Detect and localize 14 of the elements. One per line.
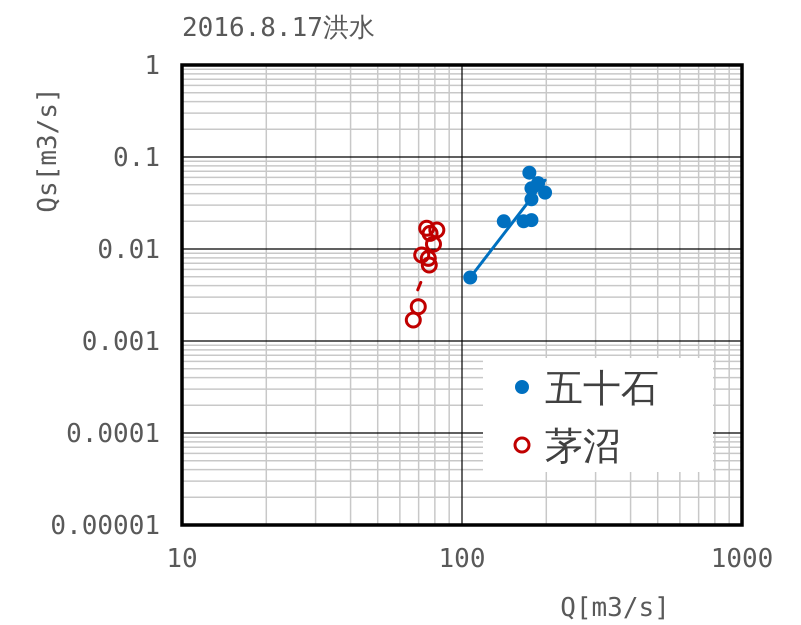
y-tick-label: 0.1 bbox=[113, 143, 160, 173]
y-axis-title: Qs[m3/s] bbox=[33, 87, 63, 213]
y-tick-label: 0.00001 bbox=[50, 511, 160, 541]
x-axis-title: Q[m3/s] bbox=[560, 593, 670, 623]
chart-title: 2016.8.17洪水 bbox=[182, 13, 375, 43]
y-tick-label: 0.0001 bbox=[66, 419, 160, 449]
legend-label: 五十石 bbox=[545, 366, 659, 410]
y-tick-label: 0.01 bbox=[97, 235, 160, 265]
y-tick-label: 0.001 bbox=[82, 327, 160, 357]
x-tick-label: 100 bbox=[438, 544, 486, 574]
legend-label: 茅沼 bbox=[545, 424, 621, 468]
x-tick-label: 1000 bbox=[710, 544, 774, 574]
y-tick-label: 1 bbox=[144, 51, 160, 81]
x-tick-label: 10 bbox=[166, 544, 198, 574]
